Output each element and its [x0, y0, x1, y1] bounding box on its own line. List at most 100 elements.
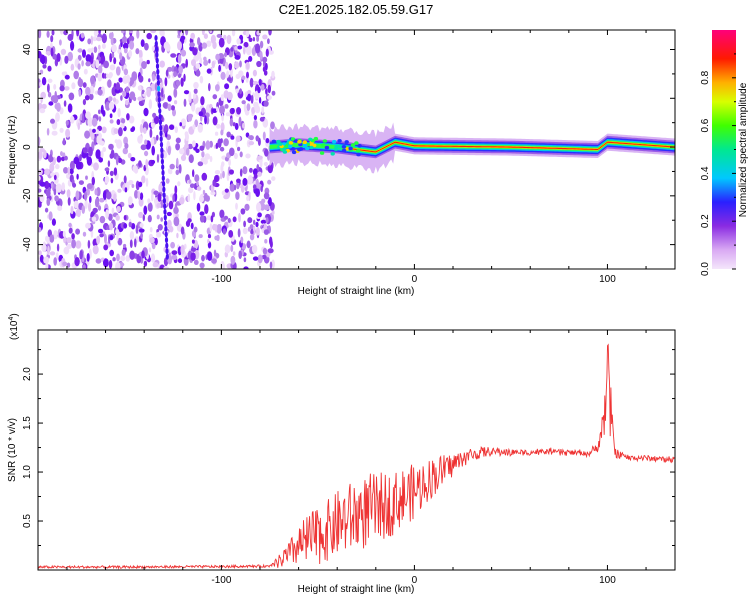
spectrogram-noise-cell	[220, 71, 226, 80]
spectrogram-noise-cell	[50, 172, 56, 177]
spectrogram-noise-cell	[187, 113, 194, 119]
spectrogram-noise-cell	[54, 195, 59, 202]
spectrogram-noise-cell	[152, 74, 155, 82]
spectrogram-noise-cell	[219, 146, 225, 152]
spectrogram-noise-cell	[109, 234, 114, 241]
spectrogram-noise-cell	[128, 49, 133, 58]
spectrogram-noise-cell	[50, 47, 54, 57]
spectrogram-streak-cell	[161, 175, 165, 182]
spectrogram-noise-cell	[97, 72, 103, 82]
spectrogram-noise-cell	[211, 108, 218, 113]
spectrogram-noise-cell	[173, 216, 180, 227]
spectrogram-ytick-label: -20	[22, 188, 33, 203]
spectrogram-noise-cell	[196, 202, 201, 212]
spectrogram-noise-cell	[75, 240, 82, 249]
spectrogram-noise-cell	[123, 68, 129, 76]
colorbar-tick-label: 0.6	[700, 118, 711, 132]
spectrogram-noise-cell	[137, 85, 142, 91]
spectrogram-streak-cell	[158, 108, 162, 114]
spectrogram-noise-cell	[97, 205, 102, 211]
spectrogram-noise-cell	[247, 175, 253, 185]
spectrogram-noise-cell	[171, 254, 178, 260]
spectrogram-noise-cell	[75, 209, 80, 217]
spectrogram-noise-cell	[152, 112, 157, 118]
spectrogram-noise-cell	[42, 64, 47, 69]
spectrogram-noise-cell	[63, 246, 70, 255]
spectrogram-noise-cell	[66, 237, 72, 244]
spectrogram-noise-cell	[87, 117, 93, 127]
spectrogram-noise-cell	[118, 77, 123, 83]
spectrogram-noise-cell	[101, 43, 106, 49]
spectrogram-noise-cell	[141, 89, 144, 95]
spectrogram-noise-cell	[124, 142, 129, 149]
spectrogram-noise-cell	[49, 162, 55, 172]
spectrogram-noise-cell	[252, 256, 259, 261]
spectrogram-noise-cell	[163, 41, 170, 50]
spectrogram-noise-cell	[253, 219, 256, 225]
spectrogram-noise-cell	[43, 149, 47, 159]
spectrogram-noise-cell	[56, 155, 62, 163]
spectrogram-noise-cell	[252, 184, 257, 190]
spectrogram-noise-cell	[243, 266, 249, 269]
colorbar-tick-label: 0.2	[700, 214, 711, 228]
spectrogram-noise-cell	[98, 156, 103, 163]
spectrogram-noise-cell	[86, 187, 90, 196]
spectrogram-noise-cell	[71, 233, 75, 240]
spectrogram-noise-cell	[269, 261, 273, 269]
snr-ytick-label: 0.5	[22, 514, 33, 528]
spectrogram-streak-cell	[158, 119, 162, 126]
spectrogram-noise-cell	[249, 233, 255, 241]
spectrogram-noise-cell	[235, 135, 241, 143]
spectrogram-noise-cell	[198, 111, 204, 117]
spectrogram-noise-cell	[176, 79, 180, 87]
spectrogram-signal-band	[346, 141, 675, 153]
spectrogram-signal-blob	[350, 143, 356, 147]
spectrogram-noise-cell	[40, 96, 43, 104]
spectrogram-noise-cell	[167, 103, 172, 112]
spectrogram-noise-cell	[49, 234, 55, 243]
snr-line	[38, 343, 675, 570]
spectrogram-noise-cell	[150, 30, 157, 34]
spectrogram-noise-cell	[67, 51, 73, 62]
spectrogram-noise-cell	[218, 37, 225, 48]
spectrogram-noise-cell	[243, 102, 247, 113]
spectrogram-noise-cell	[206, 68, 212, 74]
spectrogram-noise-cell	[78, 89, 82, 97]
spectrogram-noise-cell	[185, 147, 190, 156]
spectrogram-noise-cell	[267, 84, 271, 94]
spectrogram-noise-cell	[93, 46, 98, 53]
spectrogram-noise-cell	[62, 230, 66, 238]
spectrogram-noise-cell	[175, 169, 180, 176]
spectrogram-noise-cell	[121, 118, 126, 124]
spectrogram-signal-blob	[309, 145, 314, 150]
spectrogram-noise-cell	[206, 40, 212, 47]
spectrogram-noise-cell	[128, 115, 135, 124]
spectrogram-noise-cell	[176, 232, 179, 239]
spectrogram-signal-blob	[293, 139, 299, 143]
spectrogram-noise-cell	[214, 175, 219, 183]
spectrogram-noise-cell	[252, 168, 258, 176]
spectrogram-noise-cell	[167, 95, 172, 102]
spectrogram-noise-cell	[242, 46, 246, 55]
spectrogram-noise-cell	[101, 126, 107, 134]
spectrogram-noise-cell	[216, 33, 223, 38]
snr-multiplier: (x104)	[8, 313, 20, 340]
spectrogram-noise-cell	[192, 47, 198, 56]
spectrogram-noise-cell	[143, 164, 147, 172]
spectrogram-noise-cell	[159, 30, 164, 36]
spectrogram-noise-cell	[108, 96, 113, 102]
spectrogram-noise-cell	[144, 150, 149, 157]
spectrogram-noise-cell	[168, 200, 174, 210]
spectrogram-noise-cell	[228, 63, 233, 71]
spectrogram-noise-cell	[124, 187, 128, 193]
spectrogram-noise-cell	[166, 134, 172, 141]
spectrogram-panel: -100 0 100 -40 -20 0 20 40 Height of straight l…	[7, 29, 676, 297]
spectrogram-streak-cell	[161, 169, 165, 176]
spectrogram-noise-cell	[123, 215, 127, 221]
spectrogram-noise-cell	[200, 96, 205, 106]
spectrogram-noise-cell	[203, 33, 208, 39]
spectrogram-noise-cell	[129, 231, 135, 240]
spectrogram-noise-cell	[183, 90, 190, 95]
snr-frame	[37, 329, 676, 571]
spectrogram-noise-cell	[188, 179, 192, 184]
